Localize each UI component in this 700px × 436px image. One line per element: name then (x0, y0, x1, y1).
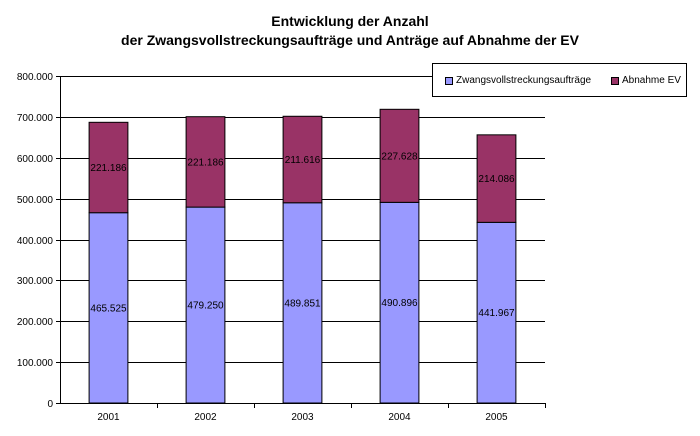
bar-zwang-2001 (88, 212, 129, 404)
bar-abnahme-2002 (185, 116, 226, 208)
bar-zwang-2003 (282, 202, 323, 404)
legend-label-zwang: Zwangsvollstreckungsaufträge (456, 75, 592, 86)
y-tick-label: 400.000 (17, 236, 54, 247)
x-tick-label-2001: 2001 (97, 412, 120, 423)
data-label-abnahme-2004: 227.628 (381, 151, 418, 162)
y-tick-label: 100.000 (17, 358, 54, 369)
chart-title-line-1: Entwicklung der Anzahl (271, 13, 429, 29)
data-label-zwang-2004: 490.896 (381, 298, 418, 309)
data-label-zwang-2002: 479.250 (187, 301, 224, 312)
data-label-zwang-2001: 465.525 (90, 303, 127, 314)
bar-abnahme-2001 (88, 121, 129, 214)
y-tick-label: 800.000 (17, 72, 54, 83)
bar-abnahme-2004 (379, 108, 420, 203)
y-tick-label: 600.000 (17, 154, 54, 165)
legend-swatch-abnahme (611, 76, 619, 85)
bar-zwang-2002 (185, 206, 226, 404)
bar-zwang-2005 (476, 221, 517, 404)
data-label-abnahme-2001: 221.186 (90, 163, 127, 174)
bar-abnahme-2005 (476, 134, 517, 223)
y-tick-label: 0 (47, 399, 53, 410)
x-tick-label-2005: 2005 (485, 412, 508, 423)
x-tick-label-2002: 2002 (194, 412, 217, 423)
legend-item-zwang: Zwangsvollstreckungsaufträge (445, 75, 591, 86)
chart-title: Entwicklung der Anzahl der Zwangsvollstr… (0, 12, 700, 50)
data-label-abnahme-2002: 221.186 (187, 157, 224, 168)
legend-label-abnahme: Abnahme EV (622, 75, 681, 86)
y-tick-label: 700.000 (17, 113, 54, 124)
y-tick-label: 200.000 (17, 317, 54, 328)
x-tick-label-2004: 2004 (388, 412, 411, 423)
chart-title-line-2: der Zwangsvollstreckungsaufträge und Ant… (121, 32, 579, 48)
data-label-abnahme-2005: 214.086 (478, 174, 515, 185)
x-tick-label-2003: 2003 (291, 412, 314, 423)
data-label-zwang-2003: 489.851 (284, 298, 321, 309)
y-tick-label: 300.000 (17, 276, 54, 287)
data-label-zwang-2005: 441.967 (478, 308, 515, 319)
legend-item-abnahme: Abnahme EV (611, 75, 681, 86)
bar-zwang-2004 (379, 201, 420, 404)
data-label-abnahme-2003: 211.616 (285, 155, 321, 166)
bar-abnahme-2003 (282, 115, 323, 204)
legend-swatch-zwang (445, 76, 453, 85)
legend: Zwangsvollstreckungsaufträge Abnahme EV (432, 63, 687, 97)
y-tick-label: 500.000 (17, 195, 54, 206)
